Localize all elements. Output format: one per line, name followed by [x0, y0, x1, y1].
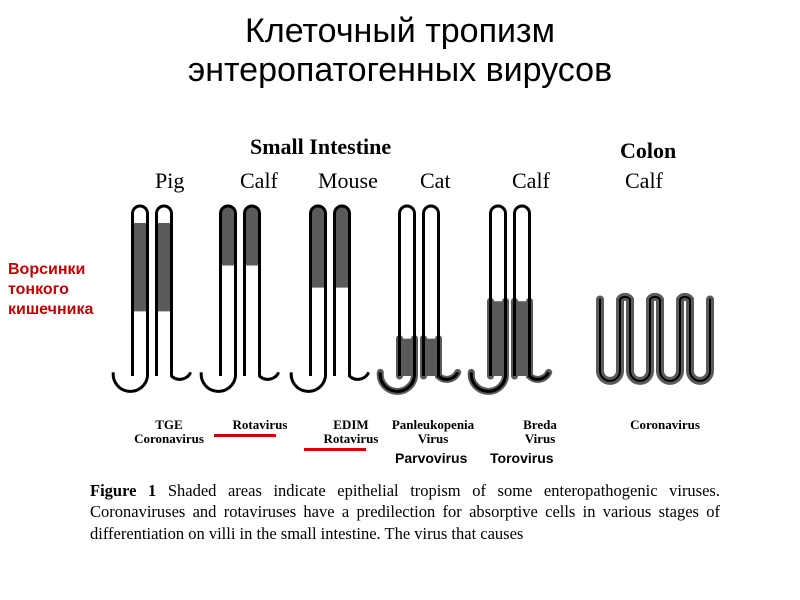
page-title: Клеточный тропизм энтеропатогенных вирус… [0, 0, 800, 90]
virus-label-colon: Coronavirus [620, 418, 710, 432]
villus-cat [380, 206, 457, 391]
virus-label-mouse: EDIMRotavirus [306, 418, 396, 447]
added-label-calf2: Torovirus [490, 450, 554, 466]
virus-label-calf2: BredaVirus [495, 418, 585, 447]
animal-label-pig: Pig [155, 168, 184, 194]
title-line2: энтеропатогенных вирусов [188, 51, 612, 89]
virus-label-calf1: Rotavirus [215, 418, 305, 432]
caption-bold: Figure 1 [90, 481, 156, 500]
virus-label-cat: PanleukopeniaVirus [388, 418, 478, 447]
virus-label-pig: TGECoronavirus [124, 418, 214, 447]
underline-calf1 [214, 434, 276, 437]
title-line1: Клеточный тропизм [245, 12, 555, 50]
animal-label-calf1: Calf [240, 168, 278, 194]
animal-label-cat: Cat [420, 168, 451, 194]
animal-label-colon: Calf [625, 168, 663, 194]
colon-crypts [600, 297, 710, 381]
animal-label-mouse: Mouse [318, 168, 378, 194]
added-label-cat: Parvovirus [395, 450, 467, 466]
animal-label-calf2: Calf [512, 168, 550, 194]
villus-mouse [291, 206, 368, 391]
villi-diagram [0, 196, 800, 426]
heading-small-intestine: Small Intestine [250, 134, 391, 160]
figure-caption: Figure 1 Shaded areas indicate epithelia… [90, 480, 720, 544]
heading-colon: Colon [620, 138, 676, 164]
underline-mouse [304, 448, 366, 451]
villus-calf1 [201, 206, 278, 391]
caption-text: Shaded areas indicate epithelial tropism… [90, 481, 720, 543]
villus-pig [113, 206, 190, 391]
villus-calf2 [471, 206, 548, 391]
